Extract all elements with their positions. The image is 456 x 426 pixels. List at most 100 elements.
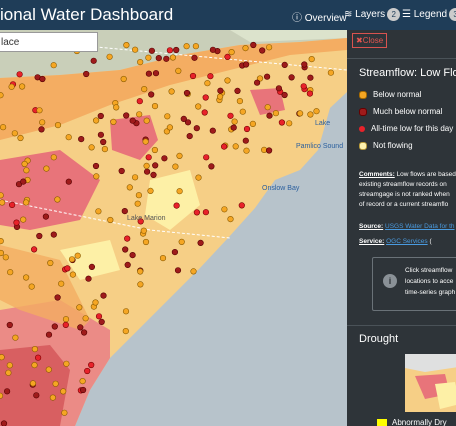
gage-site[interactable] — [217, 87, 224, 94]
gage-site[interactable] — [176, 152, 183, 159]
gage-site[interactable] — [100, 138, 107, 146]
gage-site[interactable] — [45, 331, 53, 338]
gage-site[interactable] — [123, 42, 130, 49]
gage-site[interactable] — [243, 147, 250, 154]
gage-site[interactable] — [54, 294, 61, 301]
gage-site[interactable] — [242, 137, 249, 144]
gage-site[interactable] — [85, 275, 92, 282]
gage-site[interactable] — [171, 249, 178, 256]
gage-site[interactable] — [288, 74, 295, 81]
gage-site[interactable] — [250, 41, 257, 49]
gage-site[interactable] — [0, 249, 4, 257]
gage-site[interactable] — [272, 110, 280, 117]
gage-site[interactable] — [145, 70, 152, 77]
gage-site[interactable] — [42, 213, 50, 220]
gage-site[interactable] — [224, 77, 231, 84]
gage-site[interactable] — [148, 91, 155, 98]
gage-site[interactable] — [145, 154, 152, 161]
gage-site[interactable] — [193, 125, 200, 132]
gage-site[interactable] — [201, 109, 208, 116]
gage-site[interactable] — [84, 367, 91, 375]
gage-site[interactable] — [98, 318, 105, 326]
gage-site[interactable] — [78, 135, 85, 143]
search-box[interactable]: lace — [0, 32, 98, 52]
gage-site[interactable] — [193, 209, 200, 216]
gage-site[interactable] — [0, 238, 4, 245]
gage-site[interactable] — [65, 134, 72, 141]
gage-site[interactable] — [79, 386, 87, 394]
gage-site[interactable] — [243, 125, 251, 133]
gage-site[interactable] — [313, 108, 320, 115]
gage-site[interactable] — [224, 53, 231, 61]
gage-site[interactable] — [140, 227, 147, 234]
gage-site[interactable] — [197, 239, 204, 246]
gage-site[interactable] — [58, 280, 65, 287]
gage-site[interactable] — [134, 200, 141, 207]
gage-site[interactable] — [163, 55, 170, 62]
gage-site[interactable] — [176, 188, 183, 195]
gage-site[interactable] — [142, 138, 149, 145]
gage-site[interactable] — [144, 168, 151, 175]
gage-site[interactable] — [62, 316, 70, 323]
source-link[interactable]: USGS Water Data for th — [385, 223, 455, 230]
gage-site[interactable] — [161, 155, 168, 162]
gage-site[interactable] — [208, 163, 215, 170]
gage-site[interactable] — [2, 254, 9, 261]
gage-site[interactable] — [143, 117, 150, 124]
gage-site[interactable] — [173, 46, 180, 54]
gage-site[interactable] — [65, 178, 72, 185]
gage-site[interactable] — [79, 378, 86, 385]
gage-site[interactable] — [49, 394, 57, 401]
gage-site[interactable] — [124, 235, 131, 242]
gage-site[interactable] — [47, 259, 54, 267]
gage-site[interactable] — [8, 83, 15, 90]
gage-site[interactable] — [61, 409, 68, 416]
gage-site[interactable] — [207, 73, 214, 80]
gage-site[interactable] — [300, 83, 307, 90]
gage-site[interactable] — [264, 104, 271, 111]
gage-site[interactable] — [50, 231, 57, 238]
gage-site[interactable] — [152, 70, 160, 77]
gage-site[interactable] — [297, 110, 304, 117]
gage-site[interactable] — [110, 118, 117, 125]
gage-site[interactable] — [137, 281, 144, 288]
gage-site[interactable] — [249, 120, 256, 127]
gage-site[interactable] — [234, 87, 241, 95]
gage-site[interactable] — [77, 324, 84, 331]
gage-site[interactable] — [50, 62, 57, 69]
gage-site[interactable] — [118, 167, 125, 175]
gage-site[interactable] — [136, 98, 143, 105]
gage-site[interactable] — [122, 308, 130, 315]
gage-site[interactable] — [151, 146, 158, 154]
gage-site[interactable] — [106, 53, 113, 60]
gage-site[interactable] — [80, 329, 88, 336]
gage-site[interactable] — [23, 199, 30, 206]
nav-overview[interactable]: ⓘ Overview — [292, 13, 347, 24]
gage-site[interactable] — [51, 323, 58, 330]
gage-site[interactable] — [93, 173, 100, 180]
gage-site[interactable] — [100, 292, 107, 299]
gage-site[interactable] — [266, 147, 273, 154]
gage-site[interactable] — [183, 43, 190, 50]
gage-site[interactable] — [228, 49, 235, 56]
gage-site[interactable] — [142, 238, 150, 246]
gage-site[interactable] — [202, 94, 209, 101]
gage-site[interactable] — [195, 174, 202, 181]
gage-site[interactable] — [92, 117, 100, 124]
gage-site[interactable] — [147, 187, 154, 194]
gage-site[interactable] — [6, 362, 13, 369]
gage-site[interactable] — [64, 265, 71, 272]
gage-site[interactable] — [327, 69, 335, 76]
gage-site[interactable] — [306, 90, 314, 97]
gage-site[interactable] — [126, 184, 133, 191]
gage-site[interactable] — [34, 354, 42, 361]
gage-site[interactable] — [33, 392, 40, 399]
gage-site[interactable] — [209, 127, 216, 134]
gage-site[interactable] — [227, 112, 234, 119]
gage-site[interactable] — [143, 162, 150, 169]
gage-site[interactable] — [175, 67, 182, 75]
gage-site[interactable] — [169, 54, 176, 61]
map[interactable]: Lake Pamlico Sound Onslow Bay Lake Mario… — [0, 30, 347, 426]
gage-site[interactable] — [88, 263, 95, 270]
gage-site[interactable] — [113, 104, 120, 111]
